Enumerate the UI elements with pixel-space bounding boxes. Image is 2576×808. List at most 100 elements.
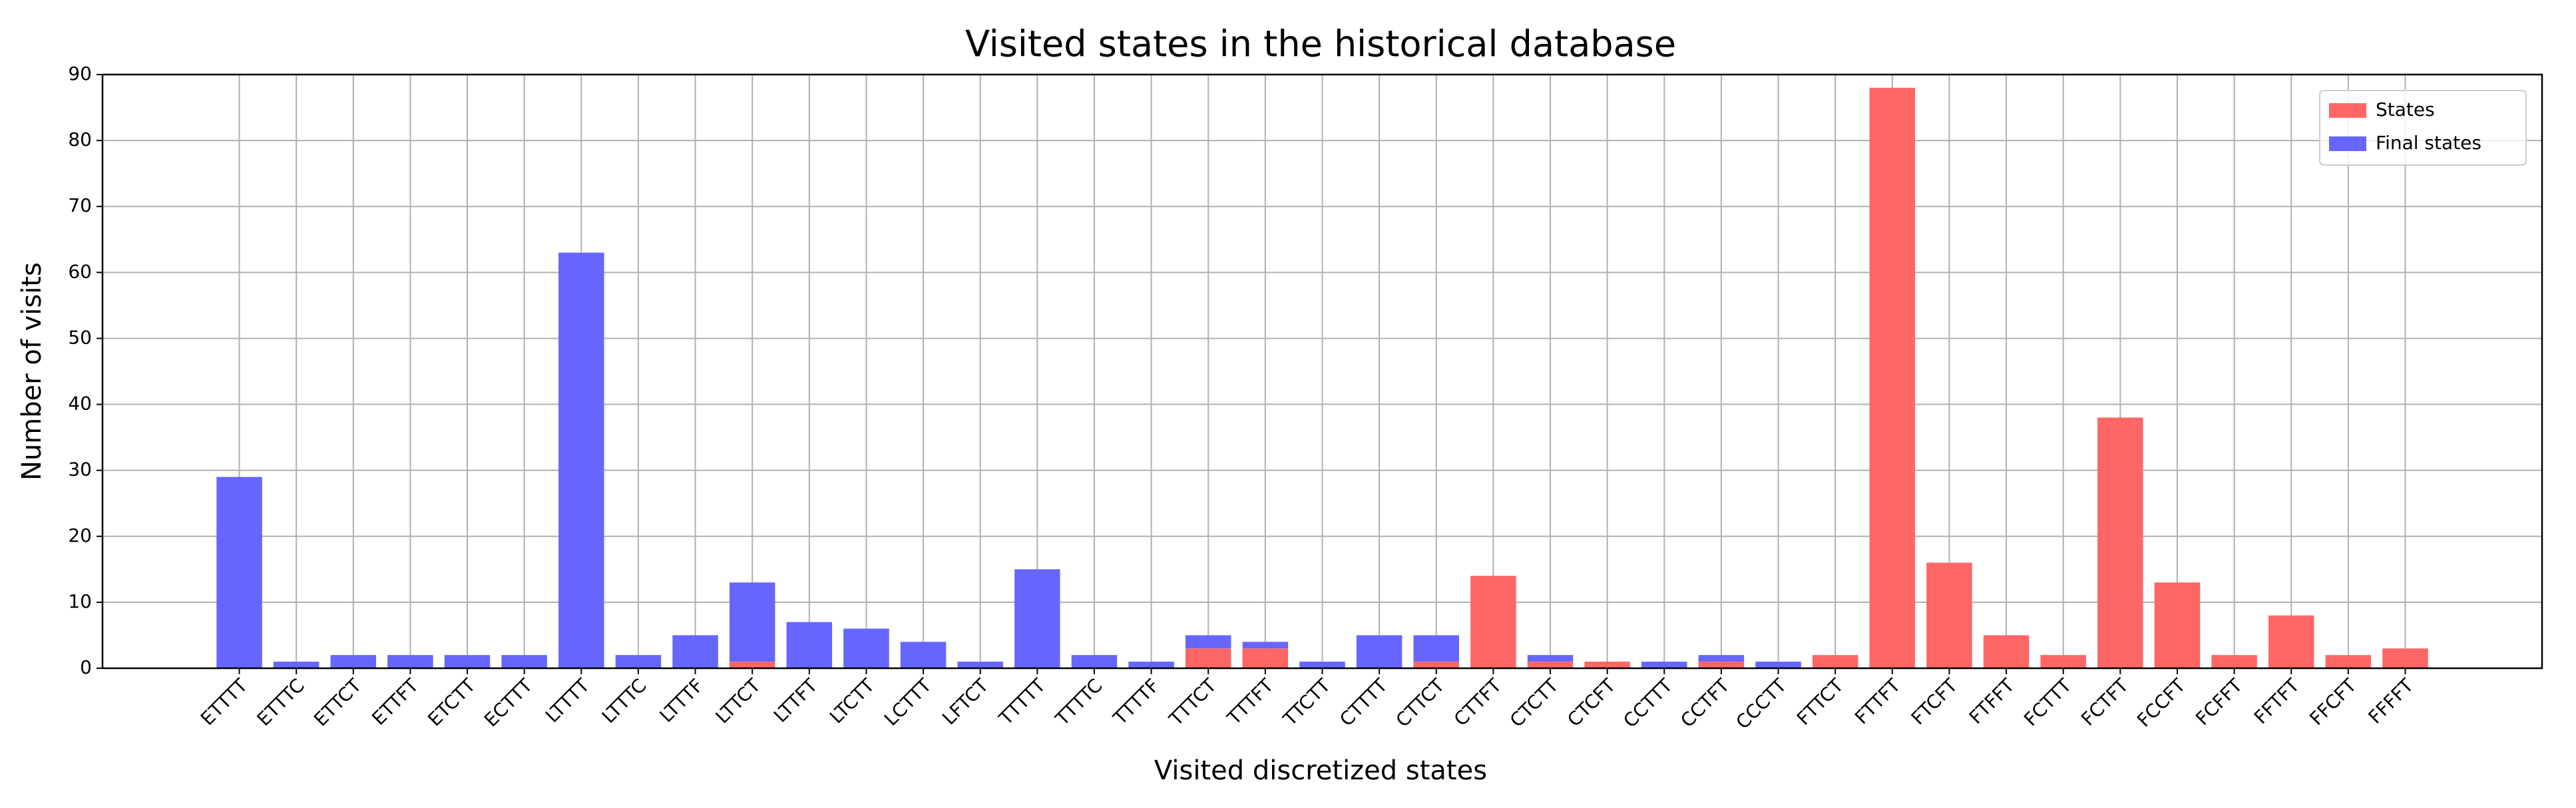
x-tick-label: FTFFT bbox=[1965, 674, 2020, 729]
bar bbox=[273, 662, 320, 668]
x-tick-label: LTTTC bbox=[598, 674, 651, 727]
bar bbox=[957, 662, 1003, 668]
y-tick-label: 50 bbox=[68, 326, 92, 348]
legend-swatch bbox=[2329, 103, 2366, 118]
x-tick-label: CCTTT bbox=[1619, 674, 1677, 732]
x-tick-label: LTTTF bbox=[656, 674, 708, 727]
x-tick-label: LTTCT bbox=[712, 674, 765, 728]
bar bbox=[1413, 635, 1460, 662]
x-tick-label: TTTTC bbox=[1051, 674, 1107, 730]
legend-label: States bbox=[2376, 99, 2435, 120]
bar bbox=[1926, 562, 1972, 668]
bar bbox=[1470, 576, 1516, 668]
x-tick-label: ETTTC bbox=[253, 674, 309, 730]
bar bbox=[729, 582, 775, 662]
y-tick-label: 10 bbox=[68, 590, 92, 612]
bar bbox=[1185, 648, 1231, 668]
x-tick-label: FCFFT bbox=[2191, 674, 2247, 730]
x-tick-label: FCCFT bbox=[2133, 674, 2190, 731]
bar bbox=[843, 628, 889, 668]
x-tick-label: FTCFT bbox=[1907, 674, 1962, 729]
x-tick-label: LTTTT bbox=[541, 674, 594, 727]
bar bbox=[2040, 655, 2086, 668]
bar bbox=[1698, 662, 1745, 668]
x-tick-label: ETTTT bbox=[196, 674, 252, 730]
y-tick-label: 0 bbox=[80, 656, 92, 678]
x-tick-label: FFCFT bbox=[2305, 674, 2361, 730]
bar bbox=[1185, 635, 1231, 649]
bar bbox=[1527, 655, 1574, 662]
y-tick-label: 90 bbox=[68, 63, 92, 85]
x-tick-label: ETCTT bbox=[423, 674, 480, 731]
bar bbox=[216, 477, 262, 668]
x-tick-label: TTCTT bbox=[1279, 674, 1335, 731]
x-tick-label: FTTFT bbox=[1850, 674, 1905, 729]
bar bbox=[1812, 655, 1858, 668]
bar bbox=[1071, 655, 1118, 668]
x-tick-label: LFTCT bbox=[938, 674, 993, 729]
x-axis-label: Visited discretized states bbox=[1154, 755, 1487, 786]
bar bbox=[330, 655, 377, 668]
x-tick-label: CTCFT bbox=[1563, 674, 1620, 731]
y-tick-label: 40 bbox=[68, 393, 92, 415]
x-tick-label: LTTFT bbox=[769, 674, 822, 727]
y-tick-label: 20 bbox=[68, 524, 92, 546]
y-tick-label: 30 bbox=[68, 459, 92, 481]
bar bbox=[729, 662, 775, 668]
bar bbox=[444, 655, 491, 668]
bar bbox=[672, 635, 718, 668]
y-axis-label: Number of visits bbox=[17, 262, 47, 481]
y-tick-label: 80 bbox=[68, 128, 92, 150]
bar bbox=[1242, 648, 1289, 668]
bar bbox=[1413, 662, 1460, 668]
x-tick-label: TTTTT bbox=[994, 674, 1050, 730]
legend-label: Final states bbox=[2376, 132, 2481, 154]
x-tick-label: CCCTT bbox=[1731, 674, 1791, 733]
x-tick-label: CCTFT bbox=[1676, 674, 1734, 732]
x-tick-label: CTCTT bbox=[1506, 674, 1563, 731]
x-tick-label: FCTTT bbox=[2020, 674, 2076, 731]
bar bbox=[558, 252, 604, 669]
x-tick-label: CTTTT bbox=[1335, 674, 1392, 731]
x-tick-label: TTTTF bbox=[1108, 674, 1164, 729]
x-tick-label: FFTFT bbox=[2250, 674, 2304, 729]
x-tick-label: CTTFT bbox=[1450, 674, 1506, 731]
bar bbox=[1299, 662, 1345, 668]
bar bbox=[615, 655, 662, 668]
bar bbox=[1356, 635, 1402, 668]
bar bbox=[2211, 655, 2257, 668]
bar bbox=[1869, 87, 1916, 669]
bar bbox=[2097, 417, 2143, 668]
x-tick-label: ETTCT bbox=[310, 674, 366, 731]
bar bbox=[1755, 662, 1801, 668]
chart-title: Visited states in the historical databas… bbox=[965, 23, 1676, 65]
plot-frame bbox=[101, 73, 2543, 670]
y-tick-label: 70 bbox=[68, 194, 92, 216]
bar bbox=[1242, 642, 1289, 649]
bar bbox=[1983, 635, 2030, 668]
x-tick-label: ECTTT bbox=[480, 674, 537, 731]
y-tick-label: 60 bbox=[68, 260, 92, 282]
bar bbox=[1584, 662, 1630, 668]
bar bbox=[1527, 662, 1574, 668]
bar bbox=[501, 655, 547, 668]
legend-swatch bbox=[2329, 136, 2366, 151]
x-tick-label: LTCTT bbox=[825, 674, 879, 728]
bar bbox=[1698, 655, 1745, 662]
bar bbox=[1014, 569, 1060, 668]
x-tick-label: CTTCT bbox=[1392, 674, 1449, 731]
bar bbox=[2325, 655, 2372, 668]
x-tick-label: LCTTT bbox=[880, 674, 936, 730]
x-tick-label: TTTFT bbox=[1223, 674, 1278, 729]
x-tick-label: FCTFT bbox=[2077, 674, 2133, 730]
bar bbox=[2154, 582, 2201, 668]
bar bbox=[387, 655, 433, 668]
x-tick-label: FTTCT bbox=[1793, 674, 1848, 730]
legend-box bbox=[2319, 90, 2527, 166]
x-tick-label: FFFFT bbox=[2364, 674, 2418, 728]
bar bbox=[900, 642, 947, 668]
bar bbox=[1128, 662, 1174, 668]
bar bbox=[2382, 648, 2428, 668]
x-tick-label: TTTCT bbox=[1164, 674, 1221, 731]
